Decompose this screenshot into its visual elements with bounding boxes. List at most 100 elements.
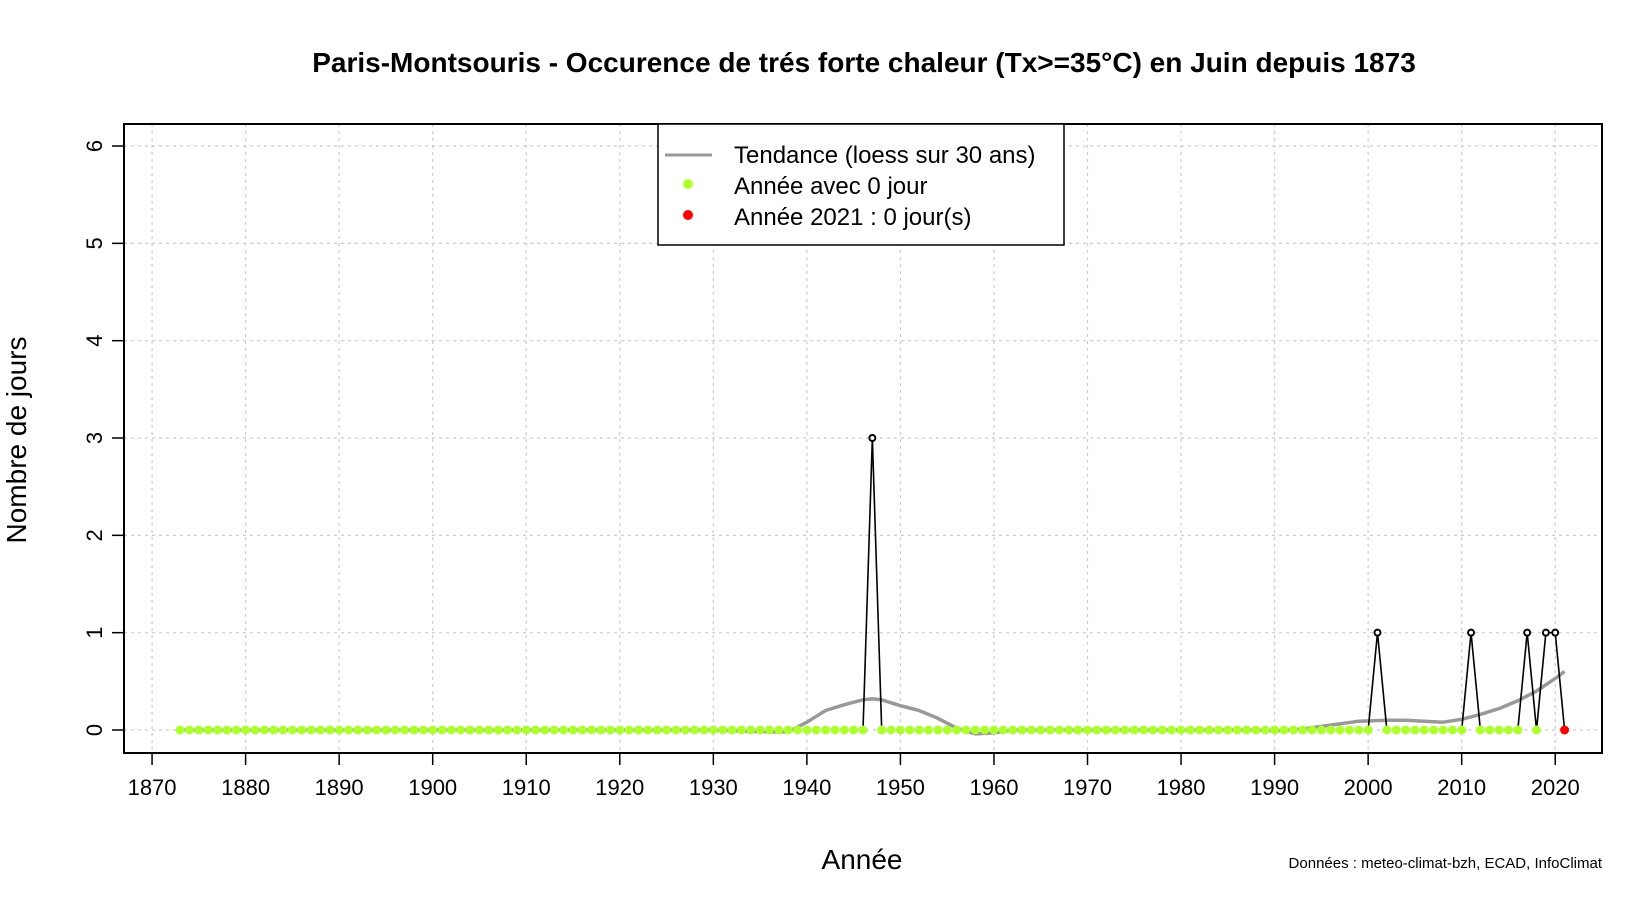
point-zero: [203, 725, 213, 735]
point-zero: [1092, 725, 1102, 735]
y-tick-label: 6: [82, 140, 107, 152]
point-zero: [718, 725, 728, 735]
point-zero: [325, 725, 335, 735]
x-tick-label: 1950: [876, 775, 925, 800]
point-zero: [194, 725, 204, 735]
point-zero: [1429, 725, 1439, 735]
point-zero: [1148, 725, 1158, 735]
legend: Tendance (loess sur 30 ans) Année avec 0…: [657, 123, 1065, 246]
y-axis-title: Nombre de jours: [1, 337, 32, 544]
point-zero: [1260, 725, 1270, 735]
point-zero: [1419, 725, 1429, 735]
point-zero: [1139, 725, 1149, 735]
point-zero: [1204, 725, 1214, 735]
point-zero: [531, 725, 541, 735]
trend-path: [180, 670, 1566, 736]
point-zero: [1485, 725, 1495, 735]
observed-segment: [1535, 632, 1547, 731]
point-nonzero: [1541, 628, 1550, 637]
point-zero: [446, 725, 456, 735]
legend-zero-label: Année avec 0 jour: [734, 173, 927, 200]
point-zero: [1083, 725, 1093, 735]
point-zero: [437, 725, 447, 735]
y-tick-label: 0: [82, 724, 107, 736]
point-zero: [736, 725, 746, 735]
point-zero: [587, 725, 597, 735]
point-zero: [615, 725, 625, 735]
point-zero: [484, 725, 494, 735]
chart-title: Paris-Montsouris - Occurence de trés for…: [312, 47, 1416, 78]
point-zero: [605, 725, 615, 735]
point-zero: [512, 725, 522, 735]
point-zero: [998, 725, 1008, 735]
point-zero: [1316, 725, 1326, 735]
point-zero: [1503, 725, 1513, 735]
point-zero: [1298, 725, 1308, 735]
point-zero: [1185, 725, 1195, 735]
point-zero: [400, 725, 410, 735]
point-zero: [175, 725, 185, 735]
point-zero: [250, 725, 260, 735]
point-zero: [1120, 725, 1130, 735]
point-zero: [1073, 725, 1083, 735]
point-zero: [1064, 725, 1074, 735]
point-zero: [428, 725, 438, 735]
point-zero: [1045, 725, 1055, 735]
point-zero: [952, 725, 962, 735]
y-tick-label: 4: [82, 335, 107, 347]
point-zero: [1335, 725, 1345, 735]
x-tick-label: 2020: [1531, 775, 1580, 800]
observed-segment: [1526, 632, 1538, 731]
point-zero: [390, 725, 400, 735]
y-tick-label: 5: [82, 237, 107, 249]
observed-segment: [1460, 632, 1472, 731]
point-zero: [334, 725, 344, 735]
point-zero: [690, 725, 700, 735]
point-zero: [774, 725, 784, 735]
point-zero: [1288, 725, 1298, 735]
point-zero: [1513, 725, 1523, 735]
observed-segment: [1517, 632, 1528, 731]
point-zero: [793, 725, 803, 735]
observed-segment: [862, 437, 874, 731]
point-zero: [1017, 725, 1027, 735]
point-zero: [1167, 725, 1177, 735]
x-tick-label: 1960: [969, 775, 1018, 800]
point-zero: [381, 725, 391, 735]
point-zero: [643, 725, 653, 735]
point-zero: [1270, 725, 1280, 735]
point-zero: [1457, 725, 1467, 735]
x-tick-label: 1930: [689, 775, 738, 800]
x-tick-label: 1880: [221, 775, 270, 800]
observed-segment: [1554, 632, 1566, 731]
point-nonzero: [1551, 628, 1560, 637]
point-zero: [521, 725, 531, 735]
point-zero: [662, 725, 672, 735]
point-zero: [568, 725, 578, 735]
point-zero: [1475, 725, 1485, 735]
x-tick-label: 1900: [408, 775, 457, 800]
point-zero: [465, 725, 475, 735]
x-tick-label: 1890: [315, 775, 364, 800]
point-zero: [1213, 725, 1223, 735]
point-zero: [764, 725, 774, 735]
point-zero: [474, 725, 484, 735]
point-nonzero: [1467, 628, 1476, 637]
point-zero: [830, 725, 840, 735]
point-zero: [699, 725, 709, 735]
point-zero: [970, 725, 980, 735]
x-tick-label: 2000: [1344, 775, 1393, 800]
point-nonzero: [868, 434, 877, 443]
point-zero: [315, 725, 325, 735]
point-zero: [1176, 725, 1186, 735]
point-zero: [259, 725, 269, 735]
point-zero: [1354, 725, 1364, 735]
point-zero: [652, 725, 662, 735]
point-zero: [503, 725, 513, 735]
point-zero: [353, 725, 363, 735]
point-zero: [886, 725, 896, 735]
point-zero: [1401, 725, 1411, 735]
observed-series: [175, 434, 1570, 735]
point-zero: [231, 725, 241, 735]
legend-box: [657, 123, 1065, 246]
